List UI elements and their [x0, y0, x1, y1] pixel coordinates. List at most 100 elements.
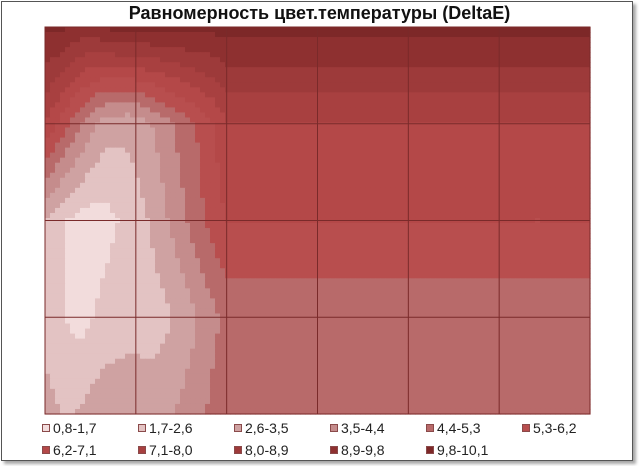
contour-cell — [55, 92, 61, 98]
contour-cell — [395, 122, 401, 129]
contour-cell — [325, 57, 331, 63]
contour-cell — [460, 72, 466, 78]
contour-cell — [515, 52, 521, 58]
contour-cell — [100, 182, 106, 189]
contour-cell — [505, 248, 511, 254]
contour-cell — [520, 32, 526, 38]
contour-cell — [365, 223, 371, 229]
contour-cell — [400, 27, 406, 33]
contour-cell — [300, 27, 306, 33]
contour-cell — [420, 182, 426, 189]
contour-cell — [75, 62, 81, 68]
contour-cell — [470, 32, 476, 38]
contour-cell — [430, 87, 436, 93]
contour-cell — [425, 192, 431, 199]
contour-cell — [475, 157, 481, 164]
contour-cell — [130, 102, 136, 109]
contour-cell — [235, 207, 241, 214]
contour-cell — [125, 228, 131, 234]
contour-cell — [570, 228, 576, 234]
contour-cell — [185, 233, 191, 239]
contour-cell — [275, 102, 281, 109]
contour-cell — [235, 248, 241, 254]
contour-cell — [75, 212, 81, 219]
contour-cell — [300, 238, 306, 244]
contour-cell — [195, 212, 201, 219]
contour-cell — [320, 142, 326, 149]
contour-cell — [410, 187, 416, 194]
contour-cell — [310, 162, 316, 169]
contour-cell — [270, 152, 276, 159]
contour-cell — [485, 102, 491, 109]
contour-cell — [75, 147, 81, 154]
contour-cell — [575, 202, 581, 209]
contour-cell — [525, 82, 531, 88]
contour-cell — [540, 47, 546, 53]
contour-cell — [175, 187, 181, 194]
contour-cell — [345, 212, 351, 219]
contour-cell — [470, 72, 476, 78]
contour-cell — [170, 67, 176, 73]
contour-cell — [235, 177, 241, 184]
contour-cell — [140, 152, 146, 159]
contour-cell — [330, 172, 336, 179]
contour-cell — [145, 167, 151, 174]
contour-cell — [100, 253, 106, 259]
contour-cell — [400, 162, 406, 169]
contour-cell — [55, 37, 61, 43]
contour-cell — [220, 47, 226, 53]
contour-cell — [300, 202, 306, 209]
contour-cell — [495, 197, 501, 204]
contour-cell — [180, 57, 186, 63]
contour-cell — [100, 42, 106, 48]
contour-cell — [445, 62, 451, 68]
contour-cell — [200, 102, 206, 109]
contour-cell — [200, 87, 206, 93]
contour-cell — [185, 82, 191, 88]
contour-cell — [360, 72, 366, 78]
contour-cell — [365, 87, 371, 93]
contour-cell — [545, 77, 551, 83]
contour-cell — [205, 112, 211, 119]
contour-cell — [185, 243, 191, 249]
contour-cell — [45, 42, 51, 48]
contour-cell — [525, 162, 531, 169]
contour-cell — [465, 157, 471, 164]
contour-cell — [280, 157, 286, 164]
contour-cell — [115, 228, 121, 234]
contour-cell — [330, 97, 336, 103]
contour-cell — [395, 248, 401, 254]
contour-cell — [405, 233, 411, 239]
contour-cell — [95, 92, 101, 98]
contour-cell — [575, 62, 581, 68]
contour-cell — [210, 137, 216, 144]
contour-cell — [545, 122, 551, 129]
contour-cell — [90, 47, 96, 53]
contour-cell — [465, 233, 471, 239]
contour-cell — [75, 253, 81, 259]
contour-cell — [360, 77, 366, 83]
contour-cell — [470, 207, 476, 214]
contour-cell — [325, 157, 331, 164]
contour-cell — [360, 112, 366, 119]
contour-cell — [105, 212, 111, 219]
contour-cell — [405, 253, 411, 259]
contour-cell — [260, 62, 266, 68]
contour-cell — [255, 77, 261, 83]
contour-cell — [540, 42, 546, 48]
contour-cell — [120, 157, 126, 164]
contour-cell — [90, 233, 96, 239]
contour-cell — [375, 42, 381, 48]
contour-cell — [540, 97, 546, 103]
contour-cell — [395, 107, 401, 114]
contour-cell — [585, 57, 591, 63]
contour-cell — [60, 223, 66, 229]
contour-cell — [70, 37, 76, 43]
contour-cell — [270, 228, 276, 234]
contour-cell — [320, 57, 326, 63]
contour-cell — [70, 97, 76, 103]
contour-cell — [265, 192, 271, 199]
contour-cell — [585, 77, 591, 83]
contour-cell — [445, 223, 451, 229]
contour-cell — [325, 137, 331, 144]
